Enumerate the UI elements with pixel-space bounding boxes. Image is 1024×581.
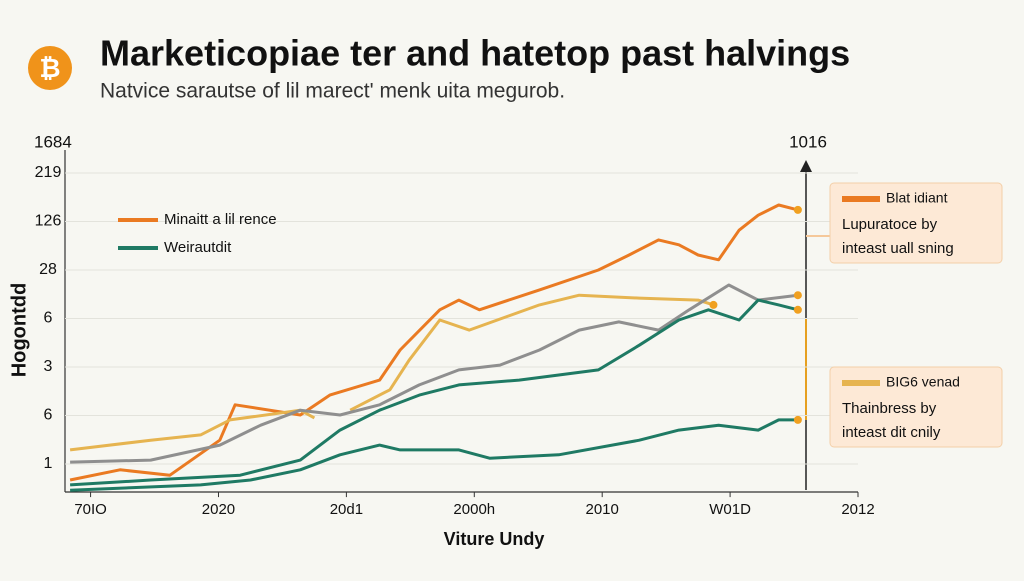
annotation-text: Thainbress by — [842, 400, 937, 417]
y-tick-label: 28 — [39, 261, 57, 278]
y-tick-label: 6 — [44, 310, 53, 327]
x-axis-label: Viture Undy — [444, 529, 545, 549]
x-tick-label: W01D — [709, 501, 751, 518]
annotation-title: BIG6 venad — [886, 374, 960, 390]
logo-circle — [28, 46, 72, 90]
series-line — [69, 203, 799, 482]
chart-subtitle: Natvice sarautse of lil marect' menk uit… — [100, 80, 565, 103]
x-tick-label: 2010 — [586, 501, 619, 518]
legend-label: Weirautdit — [164, 239, 232, 256]
annotation-text: Lupuratoce by — [842, 216, 938, 233]
legend-label: Minaitt a lil rence — [164, 211, 277, 228]
x-tick-label: 70IO — [74, 501, 107, 518]
logo: ₿ — [39, 53, 60, 83]
annotation-box — [829, 366, 1003, 448]
x-tick-label: 2000h — [453, 501, 495, 518]
chart-title: Marketicopiae ter and hatetop past halvi… — [100, 33, 850, 74]
corner-label: 1684 — [34, 132, 72, 151]
series-line — [70, 283, 799, 464]
y-tick-label: 3 — [44, 358, 53, 375]
x-tick-label: 2020 — [202, 501, 235, 518]
arrow-head — [800, 160, 812, 172]
annotation-box — [829, 182, 1003, 264]
corner-label: 1016 — [789, 132, 827, 151]
annotation-text: inteast uall sning — [842, 240, 954, 257]
y-tick-label: 1 — [44, 455, 53, 472]
y-axis-label: Hogontdd — [8, 283, 30, 377]
end-dot — [793, 305, 802, 314]
end-dot — [793, 205, 802, 214]
end-dot — [793, 415, 802, 424]
y-tick-label: 219 — [35, 164, 62, 181]
x-tick-label: 2012 — [841, 501, 874, 518]
y-tick-label: 6 — [44, 407, 53, 424]
series-line — [70, 418, 798, 492]
end-dot — [793, 291, 802, 300]
end-dot — [709, 300, 718, 309]
annotation-text: inteast dit cnily — [842, 424, 941, 441]
y-tick-label: 126 — [35, 213, 62, 230]
series-line — [70, 298, 799, 487]
x-tick-label: 20d1 — [330, 501, 363, 518]
annotation-title: Blat idiant — [886, 190, 948, 206]
